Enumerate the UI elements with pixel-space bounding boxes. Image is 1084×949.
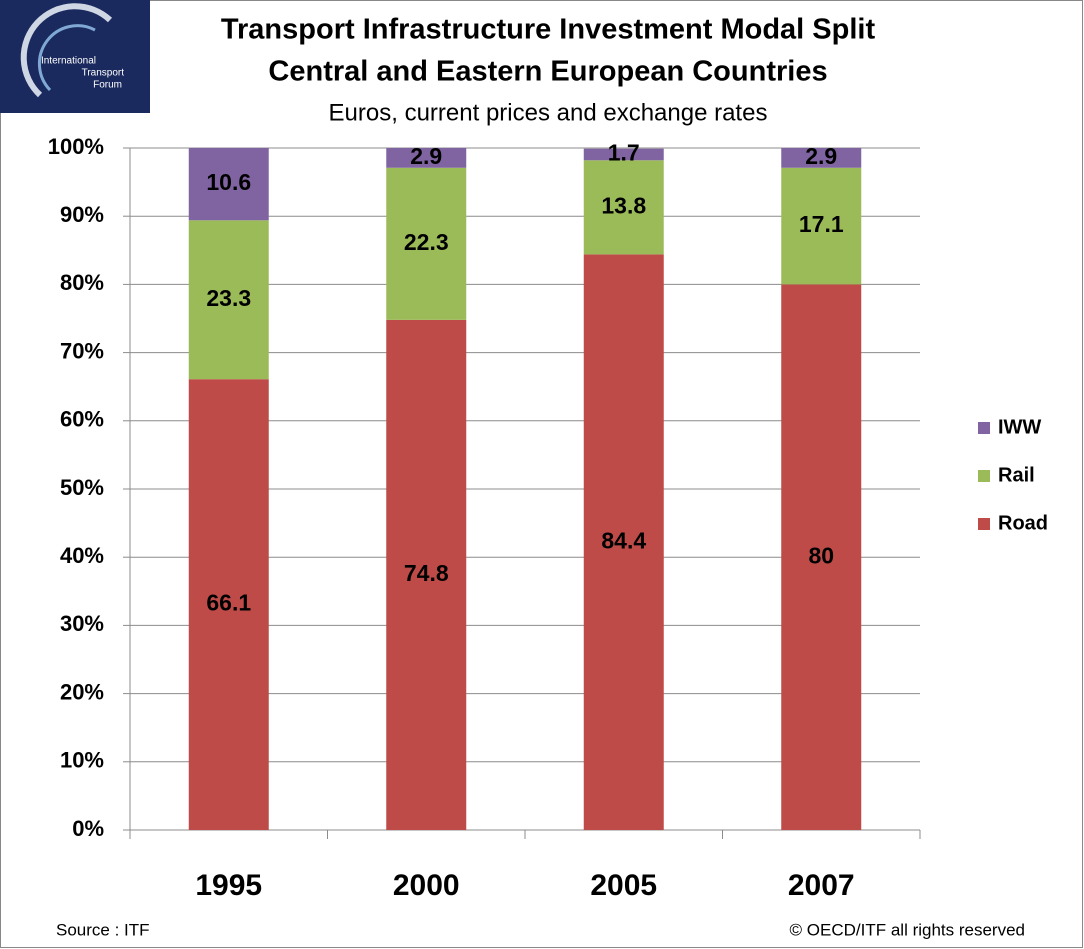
source: Source : ITF — [56, 920, 150, 939]
logo-arc — [37, 24, 96, 92]
chart-title: Transport Infrastructure Investment Moda… — [221, 14, 876, 46]
data-label: 2.9 — [805, 143, 837, 169]
bar-segment — [781, 167, 862, 285]
data-label: 80 — [808, 542, 834, 568]
y-tick-label: 20% — [60, 679, 104, 704]
y-tick-label: 70% — [60, 338, 104, 363]
copyright: © OECD/ITF all rights reserved — [790, 920, 1025, 939]
legend-label: Road — [998, 512, 1048, 534]
legend-marker — [978, 422, 990, 434]
bar-segment — [386, 148, 467, 168]
bar-segment — [583, 160, 664, 255]
y-tick-label: 80% — [60, 270, 104, 295]
legend-label: IWW — [998, 416, 1041, 438]
chart-title: Central and Eastern European Countries — [268, 56, 827, 88]
bar-segment — [386, 167, 467, 320]
y-tick-label: 100% — [48, 134, 104, 159]
legend-marker — [978, 518, 990, 530]
y-tick-label: 30% — [60, 611, 104, 636]
bar-segment — [781, 284, 862, 830]
legend-marker — [978, 470, 990, 482]
data-label: 10.6 — [206, 169, 251, 195]
legend-label: Rail — [998, 464, 1035, 486]
bar-segment — [583, 254, 664, 831]
y-tick-label: 40% — [60, 543, 104, 568]
data-label: 66.1 — [206, 590, 251, 616]
x-tick-label: 2005 — [590, 869, 657, 902]
logo-text: Transport — [82, 68, 125, 79]
data-label: 84.4 — [601, 527, 646, 553]
y-tick-label: 60% — [60, 407, 104, 432]
data-label: 17.1 — [799, 211, 844, 237]
bar-segment — [781, 148, 862, 168]
logo-arc — [20, 3, 113, 98]
data-label: 74.8 — [404, 560, 449, 586]
x-tick-label: 2000 — [393, 869, 460, 902]
bar-segment — [583, 148, 664, 161]
bar-segment — [386, 319, 467, 830]
data-label: 22.3 — [404, 229, 449, 255]
data-label: 2.9 — [410, 143, 442, 169]
bar-segment — [188, 148, 269, 221]
data-label: 1.7 — [608, 140, 640, 166]
chart-subtitle: Euros, current prices and exchange rates — [329, 99, 768, 126]
data-label: 23.3 — [206, 285, 251, 311]
y-tick-label: 90% — [60, 202, 104, 227]
y-tick-label: 10% — [60, 748, 104, 773]
bar-segment — [188, 379, 269, 830]
logo-text: Forum — [93, 80, 122, 91]
x-tick-label: 2007 — [788, 869, 855, 902]
x-tick-label: 1995 — [195, 869, 262, 902]
data-label: 13.8 — [601, 192, 646, 218]
y-tick-label: 50% — [60, 475, 104, 500]
y-tick-label: 0% — [72, 816, 104, 841]
logo-text: International — [41, 56, 96, 67]
bar-segment — [188, 220, 269, 380]
